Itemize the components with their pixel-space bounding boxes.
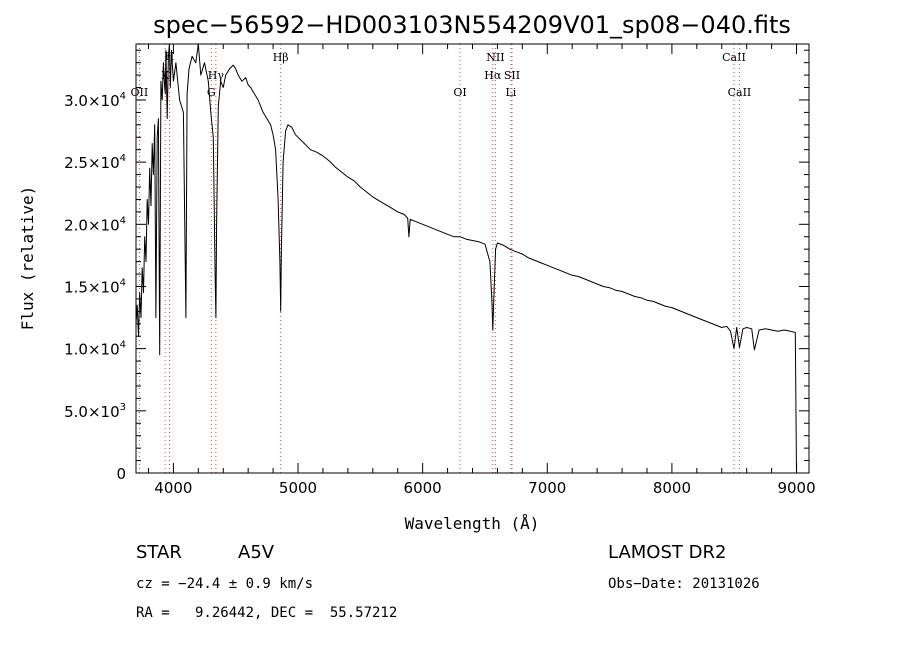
spectral-line-label: Hα [484,69,502,82]
y-tick-label: 1.0×104 [64,340,126,359]
y-tick-label: 1.5×104 [64,277,126,296]
plot-frame [135,43,810,474]
object-class: STAR [136,542,182,563]
spectral-line-label: NII [486,51,504,64]
y-tick-label: 0 [116,465,126,483]
x-tick-label: 6000 [404,479,442,497]
x-tick-label: 9000 [777,479,815,497]
x-tick-label: 5000 [279,479,317,497]
survey-name: LAMOST DR2 [608,542,727,563]
spectrum-series-line [135,43,797,474]
y-tick-label: 5.0×103 [64,402,126,421]
spectral-line-label: Hβ [273,51,289,64]
spectral-line-label: CaII [722,51,746,64]
y-tick-label: 2.0×104 [64,215,126,234]
x-tick-label: 4000 [154,479,192,497]
y-tick-label: 3.0×104 [64,91,126,110]
object-subclass: A5V [238,542,275,563]
y-tick-label: 2.5×104 [64,153,126,172]
spectral-line-label: OI [453,86,466,99]
spectral-line-label: Li [505,86,516,99]
spectral-line-label: SII [504,69,520,82]
x-axis-label: Wavelength (Å) [405,514,540,533]
coordinates: RA = 9.26442, DEC = 55.57212 [136,605,398,621]
spectral-line-label: G [207,86,216,99]
chart-title: spec−56592−HD003103N554209V01_sp08−040.f… [153,11,791,39]
y-axis-label: Flux (relative) [18,186,37,331]
spectral-line-label: CaII [728,86,752,99]
spectral-line-label: OII [131,86,149,99]
observation-date: Obs−Date: 20131026 [608,576,760,592]
x-tick-label: 7000 [528,479,566,497]
x-tick-label: 8000 [653,479,691,497]
redshift-cz: cz = −24.4 ± 0.9 km/s [136,576,314,592]
spectral-line-label: Hγ [208,69,225,82]
